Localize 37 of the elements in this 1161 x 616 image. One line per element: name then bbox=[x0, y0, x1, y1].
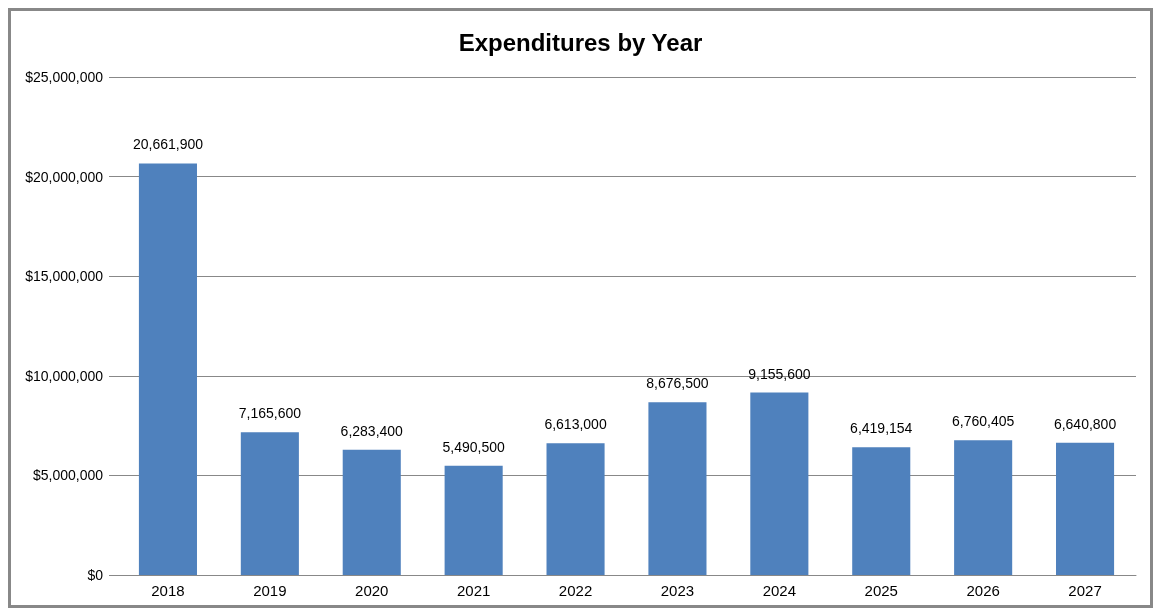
bar bbox=[240, 432, 299, 575]
bar bbox=[546, 443, 605, 575]
x-tick-label: 2020 bbox=[355, 582, 389, 599]
chart-title: Expenditures by Year bbox=[458, 28, 703, 56]
bar bbox=[1056, 442, 1115, 575]
data-label: 6,760,405 bbox=[952, 413, 1015, 430]
bar bbox=[750, 392, 809, 575]
x-tick-label: 2025 bbox=[864, 582, 898, 599]
bar bbox=[444, 465, 503, 575]
bar bbox=[954, 440, 1013, 575]
data-label: 6,613,000 bbox=[544, 416, 607, 433]
x-tick-label: 2024 bbox=[762, 582, 797, 599]
x-tick-label: 2022 bbox=[558, 582, 593, 599]
x-tick-label: 2021 bbox=[456, 582, 491, 599]
bar bbox=[648, 402, 707, 575]
y-tick-label: $5,000,000 bbox=[32, 467, 104, 484]
data-label: 6,283,400 bbox=[340, 422, 404, 439]
data-label: 9,155,600 bbox=[748, 365, 811, 382]
x-tick-label: 2027 bbox=[1068, 582, 1102, 599]
y-tick-label: $20,000,000 bbox=[25, 168, 104, 185]
x-tick-label: 2026 bbox=[966, 582, 1000, 599]
x-tick-label: 2023 bbox=[660, 582, 695, 599]
y-tick-label: $15,000,000 bbox=[25, 268, 104, 285]
data-label: 7,165,600 bbox=[238, 405, 302, 422]
bar bbox=[138, 163, 197, 575]
bar bbox=[852, 447, 911, 575]
y-tick-label: $25,000,000 bbox=[25, 69, 104, 85]
bar bbox=[342, 449, 401, 575]
x-tick-label: 2019 bbox=[253, 582, 287, 599]
data-label: 6,419,154 bbox=[850, 420, 913, 437]
data-label: 8,676,500 bbox=[646, 375, 709, 392]
y-tick-label: $10,000,000 bbox=[25, 367, 104, 384]
y-tick-label: $0 bbox=[87, 567, 104, 583]
data-label: 5,490,500 bbox=[442, 438, 505, 455]
data-label: 20,661,900 bbox=[132, 136, 204, 153]
data-label: 6,640,800 bbox=[1053, 415, 1117, 432]
x-tick-label: 2018 bbox=[151, 582, 185, 599]
